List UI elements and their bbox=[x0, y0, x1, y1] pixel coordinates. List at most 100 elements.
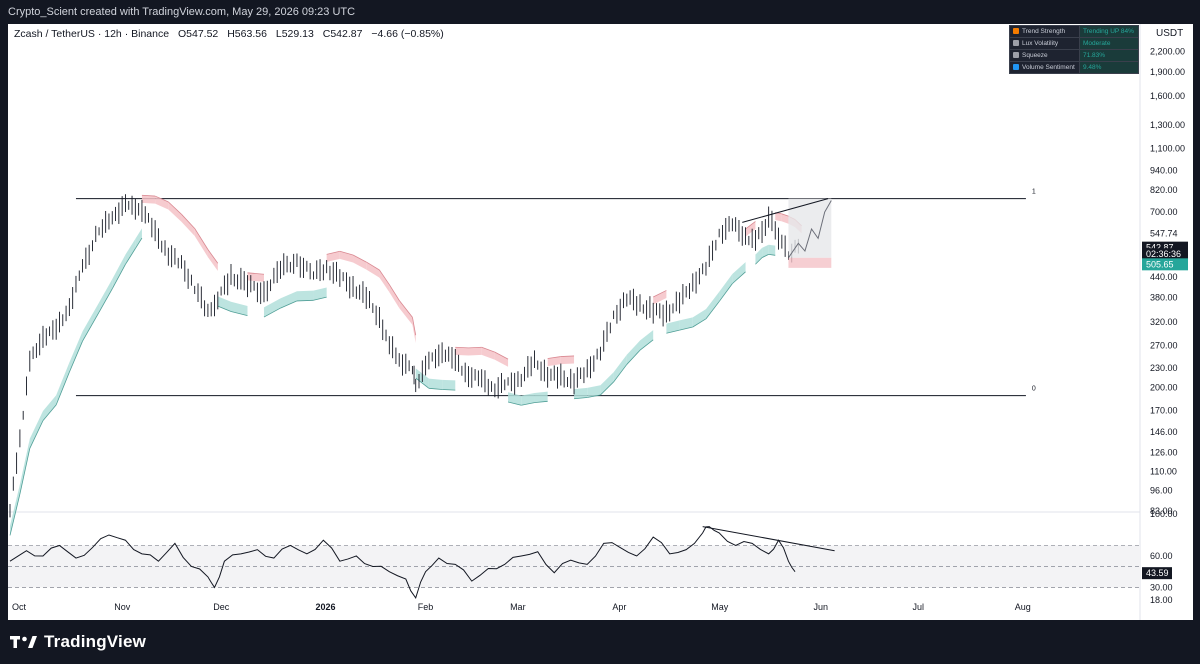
bear-band-segment bbox=[775, 212, 782, 222]
x-tick-label: May bbox=[711, 602, 729, 612]
bear-band-segment bbox=[379, 270, 390, 293]
band-edge bbox=[412, 317, 417, 336]
y-tick-label: 1,100.00 bbox=[1150, 144, 1185, 154]
osc-tick-label: 100.00 bbox=[1150, 509, 1178, 519]
bull-band-segment bbox=[42, 395, 57, 421]
high-value: 563.56 bbox=[234, 28, 267, 40]
band-edge bbox=[154, 195, 169, 203]
x-tick-label: Aug bbox=[1015, 602, 1031, 612]
tradingview-logo[interactable]: TradingView bbox=[10, 632, 146, 652]
bull-band-segment bbox=[313, 287, 327, 301]
band-edge bbox=[705, 301, 720, 320]
bull-band-segment bbox=[692, 309, 706, 327]
band-edge bbox=[547, 356, 561, 359]
bear-band-segment bbox=[745, 221, 756, 237]
y-tick-label: 230.00 bbox=[1150, 363, 1178, 373]
band-edge bbox=[194, 228, 209, 250]
band-edge bbox=[366, 261, 380, 271]
band-edge bbox=[428, 387, 443, 390]
bull-band-segment bbox=[755, 247, 763, 265]
bull-band-segment bbox=[534, 391, 548, 403]
band-edge bbox=[468, 346, 482, 349]
bear-band-segment bbox=[247, 272, 264, 282]
low-label: L bbox=[275, 28, 282, 40]
indicator-value: Moderate bbox=[1079, 37, 1139, 50]
attribution-text: Crypto_Scient created with TradingView.c… bbox=[8, 6, 356, 18]
symbol-legend: Zcash / TetherUS · 12h · Binance O547.52… bbox=[14, 28, 444, 40]
band-edge bbox=[247, 272, 265, 275]
band-edge bbox=[42, 404, 57, 421]
bull-band-segment bbox=[135, 228, 142, 249]
band-edge bbox=[29, 420, 44, 449]
x-tick-label: Jun bbox=[814, 602, 829, 612]
bull-band-segment bbox=[640, 330, 654, 351]
y-tick-label: 700.00 bbox=[1150, 207, 1178, 217]
range-level-label: 0 bbox=[1032, 386, 1036, 393]
bull-band-segment bbox=[428, 378, 443, 390]
price-badge-label: 505.65 bbox=[1146, 259, 1174, 269]
resistance-trend-line bbox=[742, 198, 829, 223]
price-badge-label: 02:36:36 bbox=[1146, 249, 1181, 259]
band-edge bbox=[352, 254, 367, 263]
band-edge bbox=[653, 290, 667, 298]
band-edge bbox=[587, 394, 601, 398]
band-edge bbox=[755, 257, 763, 265]
price-badge bbox=[1142, 248, 1188, 261]
symbol-name[interactable]: Zcash / TetherUS · 12h · Binance bbox=[14, 28, 170, 40]
bear-band-segment bbox=[547, 356, 561, 367]
bear-band-segment bbox=[155, 196, 169, 210]
band-edge bbox=[442, 389, 456, 391]
bear-band-segment bbox=[141, 195, 156, 204]
bear-band-segment bbox=[353, 254, 367, 270]
band-edge bbox=[718, 283, 733, 302]
bull-band-segment bbox=[69, 331, 83, 373]
bear-band-segment bbox=[168, 201, 182, 222]
chart-canvas[interactable]: 1 0 2,200.00 1,900.00 1,600.00 1,300.00 1,100… bbox=[8, 24, 1193, 620]
bull-band-segment bbox=[679, 317, 693, 331]
bear-band-segment bbox=[781, 213, 789, 224]
y-tick-label: 547.74 bbox=[1150, 229, 1178, 239]
bull-band-segment bbox=[521, 392, 535, 406]
osc-value-badge bbox=[1142, 567, 1172, 580]
y-tick-label: 320.00 bbox=[1150, 317, 1178, 327]
osc-series-line bbox=[9, 526, 796, 600]
band-edge bbox=[296, 299, 314, 302]
bear-band-segment bbox=[399, 300, 413, 325]
osc-tick-label: 30.00 bbox=[1150, 582, 1173, 592]
currency-label[interactable]: USDT bbox=[1156, 28, 1184, 39]
bull-band-segment bbox=[280, 291, 297, 309]
band-edge bbox=[313, 296, 327, 301]
band-edge bbox=[98, 288, 113, 313]
band-edge bbox=[125, 248, 136, 265]
x-tick-label: Mar bbox=[510, 602, 526, 612]
y-tick-label: 1,900.00 bbox=[1150, 67, 1185, 77]
footer-bar bbox=[0, 620, 1200, 664]
chart-panel[interactable]: 1 0 2,200.00 1,900.00 1,600.00 1,300.00 1,100… bbox=[8, 24, 1193, 620]
bear-band-segment bbox=[389, 284, 400, 308]
band-edge bbox=[573, 397, 588, 400]
bear-band-segment bbox=[560, 355, 575, 365]
band-edge bbox=[135, 237, 143, 249]
band-edge bbox=[339, 250, 354, 256]
indicator-label-cell: Squeeze bbox=[1009, 49, 1080, 62]
y-tick-label: 270.00 bbox=[1150, 341, 1178, 351]
bull-band-segment bbox=[99, 279, 113, 313]
band-edge bbox=[507, 401, 522, 406]
band-edge bbox=[19, 448, 31, 495]
osc-band bbox=[8, 545, 1140, 588]
osc-tick-label: 18.00 bbox=[1150, 595, 1173, 605]
low-value: 529.13 bbox=[281, 28, 314, 40]
band-edge bbox=[560, 355, 575, 357]
osc-tick-label: 60.00 bbox=[1150, 551, 1173, 561]
bull-band-segment bbox=[19, 438, 30, 495]
indicator-label-cell: Trend Strength bbox=[1009, 25, 1080, 38]
bull-band-segment bbox=[29, 410, 43, 449]
bear-band-segment bbox=[366, 261, 380, 278]
indicator-row: Volume Sentiment 9.48% bbox=[1009, 61, 1139, 74]
indicator-value: 71.83% bbox=[1079, 49, 1139, 62]
stop-zone-box bbox=[788, 257, 832, 268]
band-edge bbox=[230, 311, 248, 317]
bull-band-segment bbox=[217, 296, 231, 312]
bull-band-segment bbox=[112, 254, 126, 289]
y-tick-label: 110.00 bbox=[1150, 467, 1177, 477]
